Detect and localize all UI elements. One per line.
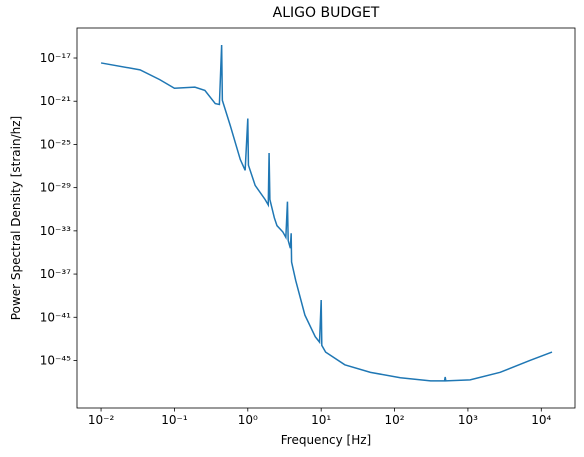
x-tick-label: 10⁰ — [238, 413, 258, 427]
y-tick-label: 10⁻¹⁷ — [40, 51, 71, 65]
y-tick-label: 10⁻²¹ — [40, 94, 71, 108]
y-tick-label: 10⁻²⁵ — [40, 137, 71, 151]
plot-frame — [76, 27, 576, 409]
x-tick-label: 10³ — [458, 413, 478, 427]
x-axis-label: Frequency [Hz] — [281, 433, 372, 447]
x-tick-label: 10⁻² — [88, 413, 115, 427]
y-tick-label: 10⁻³⁷ — [40, 267, 71, 281]
y-axis-label: Power Spectral Density [strain/hz] — [9, 116, 23, 320]
y-tick-label: 10⁻²⁹ — [40, 181, 71, 195]
chart-title: ALIGO BUDGET — [273, 5, 380, 21]
y-tick-label: 10⁻⁴¹ — [40, 310, 71, 324]
y-tick-label: 10⁻⁴⁵ — [40, 353, 71, 367]
x-tick-label: 10¹ — [311, 413, 331, 427]
x-tick-label: 10⁴ — [531, 413, 551, 427]
x-tick-label: 10⁻¹ — [161, 413, 188, 427]
x-tick-label: 10² — [385, 413, 405, 427]
y-tick-label: 10⁻³³ — [40, 224, 71, 238]
line-series — [100, 44, 553, 382]
